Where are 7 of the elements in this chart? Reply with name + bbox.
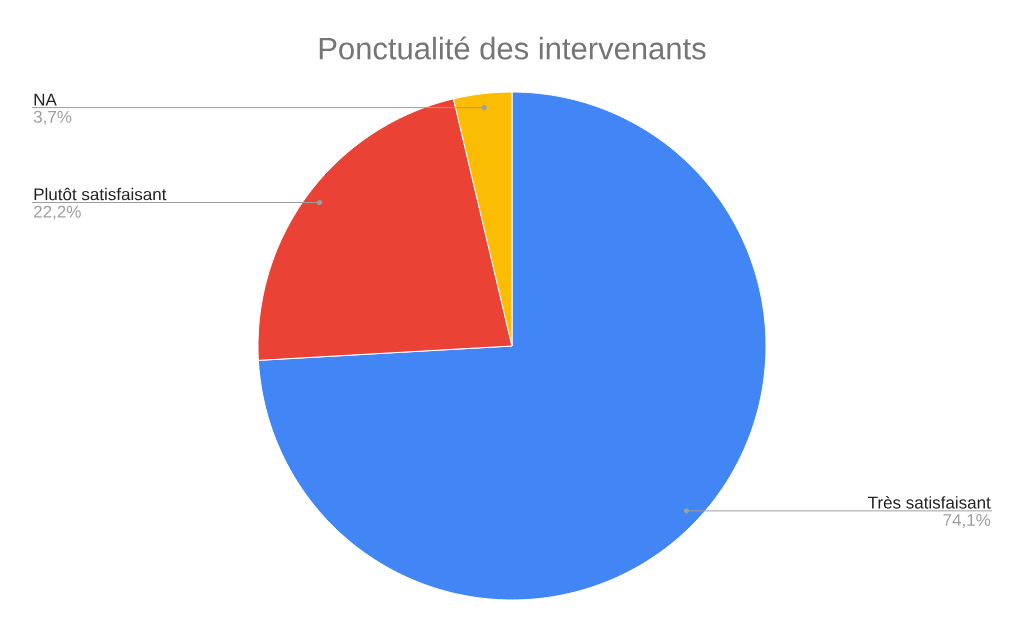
data-label: 74,1% (943, 514, 991, 529)
slice-label: Très satisfaisant (868, 495, 991, 509)
data-label: 3,7% (33, 110, 72, 125)
data-label: 22,2% (34, 205, 81, 220)
chart-title: Ponctualité des intervenants (319, 36, 706, 60)
slice-label: NA (34, 93, 57, 106)
slice-label: Plutôt satisfaisant (34, 187, 167, 201)
